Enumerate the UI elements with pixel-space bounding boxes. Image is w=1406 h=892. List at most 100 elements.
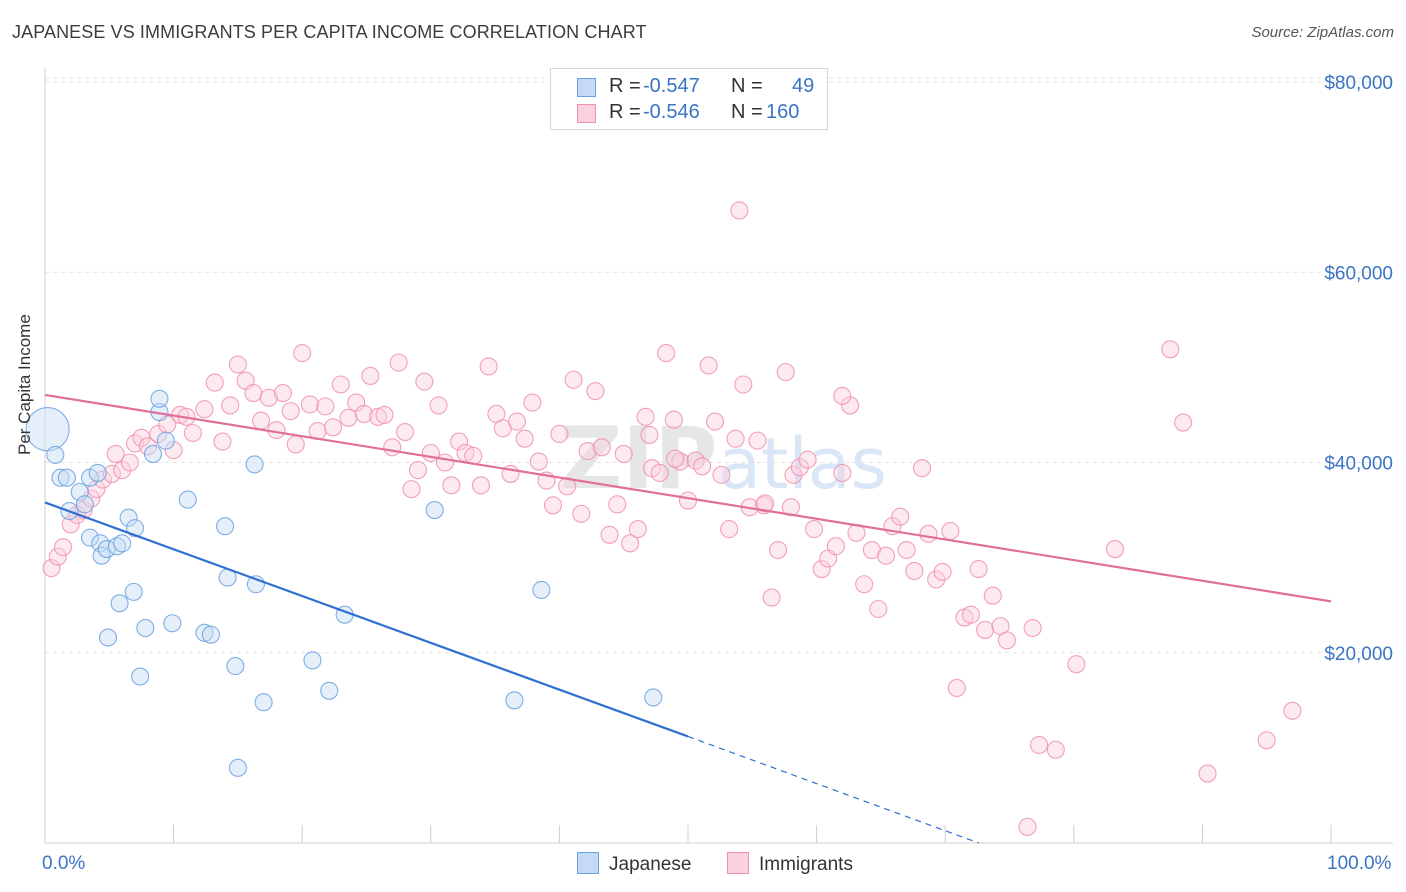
data-point [201,625,220,644]
y-tick-label: $40,000 [1324,454,1393,475]
data-point [149,424,168,444]
grid-lines [45,77,1393,654]
data-point [983,586,1002,605]
data-point [671,452,690,471]
immigrants-legend-swatch [727,852,749,874]
data-point [833,386,852,405]
japanese-swatch [577,78,596,97]
data-point [532,580,551,600]
n-value-immigrants: 160 [766,101,800,123]
data-point [361,366,380,385]
data-point [205,373,224,392]
legend-item-japanese: Japanese [577,852,691,876]
data-point [812,559,831,579]
data-point [383,438,402,457]
data-point [408,461,427,480]
data-point [1030,735,1049,755]
data-point [354,404,373,424]
data-point [840,396,860,415]
immigrants-swatch [577,104,596,123]
data-point [705,412,725,431]
data-point [505,691,524,710]
data-point [61,515,80,534]
data-point [644,688,663,707]
data-point [678,491,698,510]
y-tick-label: $60,000 [1324,263,1393,284]
data-point [293,344,312,363]
data-point [213,432,232,451]
data-point [479,357,498,376]
y-tick-labels: $20,000 $40,000 $60,000 $80,000 [1324,73,1393,665]
data-point [712,465,731,484]
data-point [976,620,995,639]
data-point [119,508,138,527]
japanese-points [25,389,663,777]
data-point [756,494,775,513]
data-point [300,395,319,414]
data-point [1161,340,1180,359]
data-point [578,442,597,461]
data-point [51,468,70,487]
immigrants-trend-line [44,393,1332,603]
data-point [125,519,145,538]
data-point [833,463,852,483]
data-point [869,599,888,619]
data-point [776,363,795,382]
x-tick-min: 0.0% [42,853,86,874]
data-point [997,631,1016,650]
r-value-immigrants: -0.546 [643,101,700,123]
data-point [876,546,896,565]
data-point [75,495,94,514]
data-point [48,547,67,566]
data-point [303,651,322,670]
data-point [693,457,712,476]
data-point [586,382,605,401]
data-point [113,461,132,480]
data-point [1174,413,1193,432]
data-point [1105,540,1125,559]
data-point [628,520,647,539]
y-axis-label: Per Capita Income [15,314,34,455]
japanese-legend-label: Japanese [609,854,692,875]
data-point [720,520,739,539]
data-point [136,618,155,638]
data-point [53,538,73,557]
data-point [826,537,845,556]
data-point [316,397,335,416]
data-point [215,517,235,536]
data-point [131,667,150,686]
data-point [891,507,910,526]
data-point [919,524,938,543]
data-point [592,438,611,457]
data-point [784,465,803,484]
data-point [88,463,107,483]
data-point [529,452,548,471]
data-point [1018,817,1037,836]
r-label: R = [609,101,641,123]
data-point [897,540,916,560]
data-point [790,458,809,477]
data-point [402,480,421,499]
data-point [1023,618,1042,638]
data-point [927,570,946,589]
data-point [699,356,718,375]
data-point [1198,764,1217,783]
data-point [650,463,669,483]
data-point [726,429,745,448]
data-point [331,375,350,394]
data-point [961,605,980,624]
data-point [113,534,132,553]
data-point [226,657,245,676]
data-point [228,355,247,374]
data-point [102,464,121,483]
data-point [164,441,183,460]
data-point [244,384,263,403]
data-point [933,562,952,581]
data-point [178,490,197,509]
data-point [254,693,273,712]
data-point [442,476,461,495]
data-point [339,408,358,427]
legend-item-immigrants: Immigrants [727,852,853,876]
n-label: N = [731,75,763,97]
data-point [425,501,444,520]
